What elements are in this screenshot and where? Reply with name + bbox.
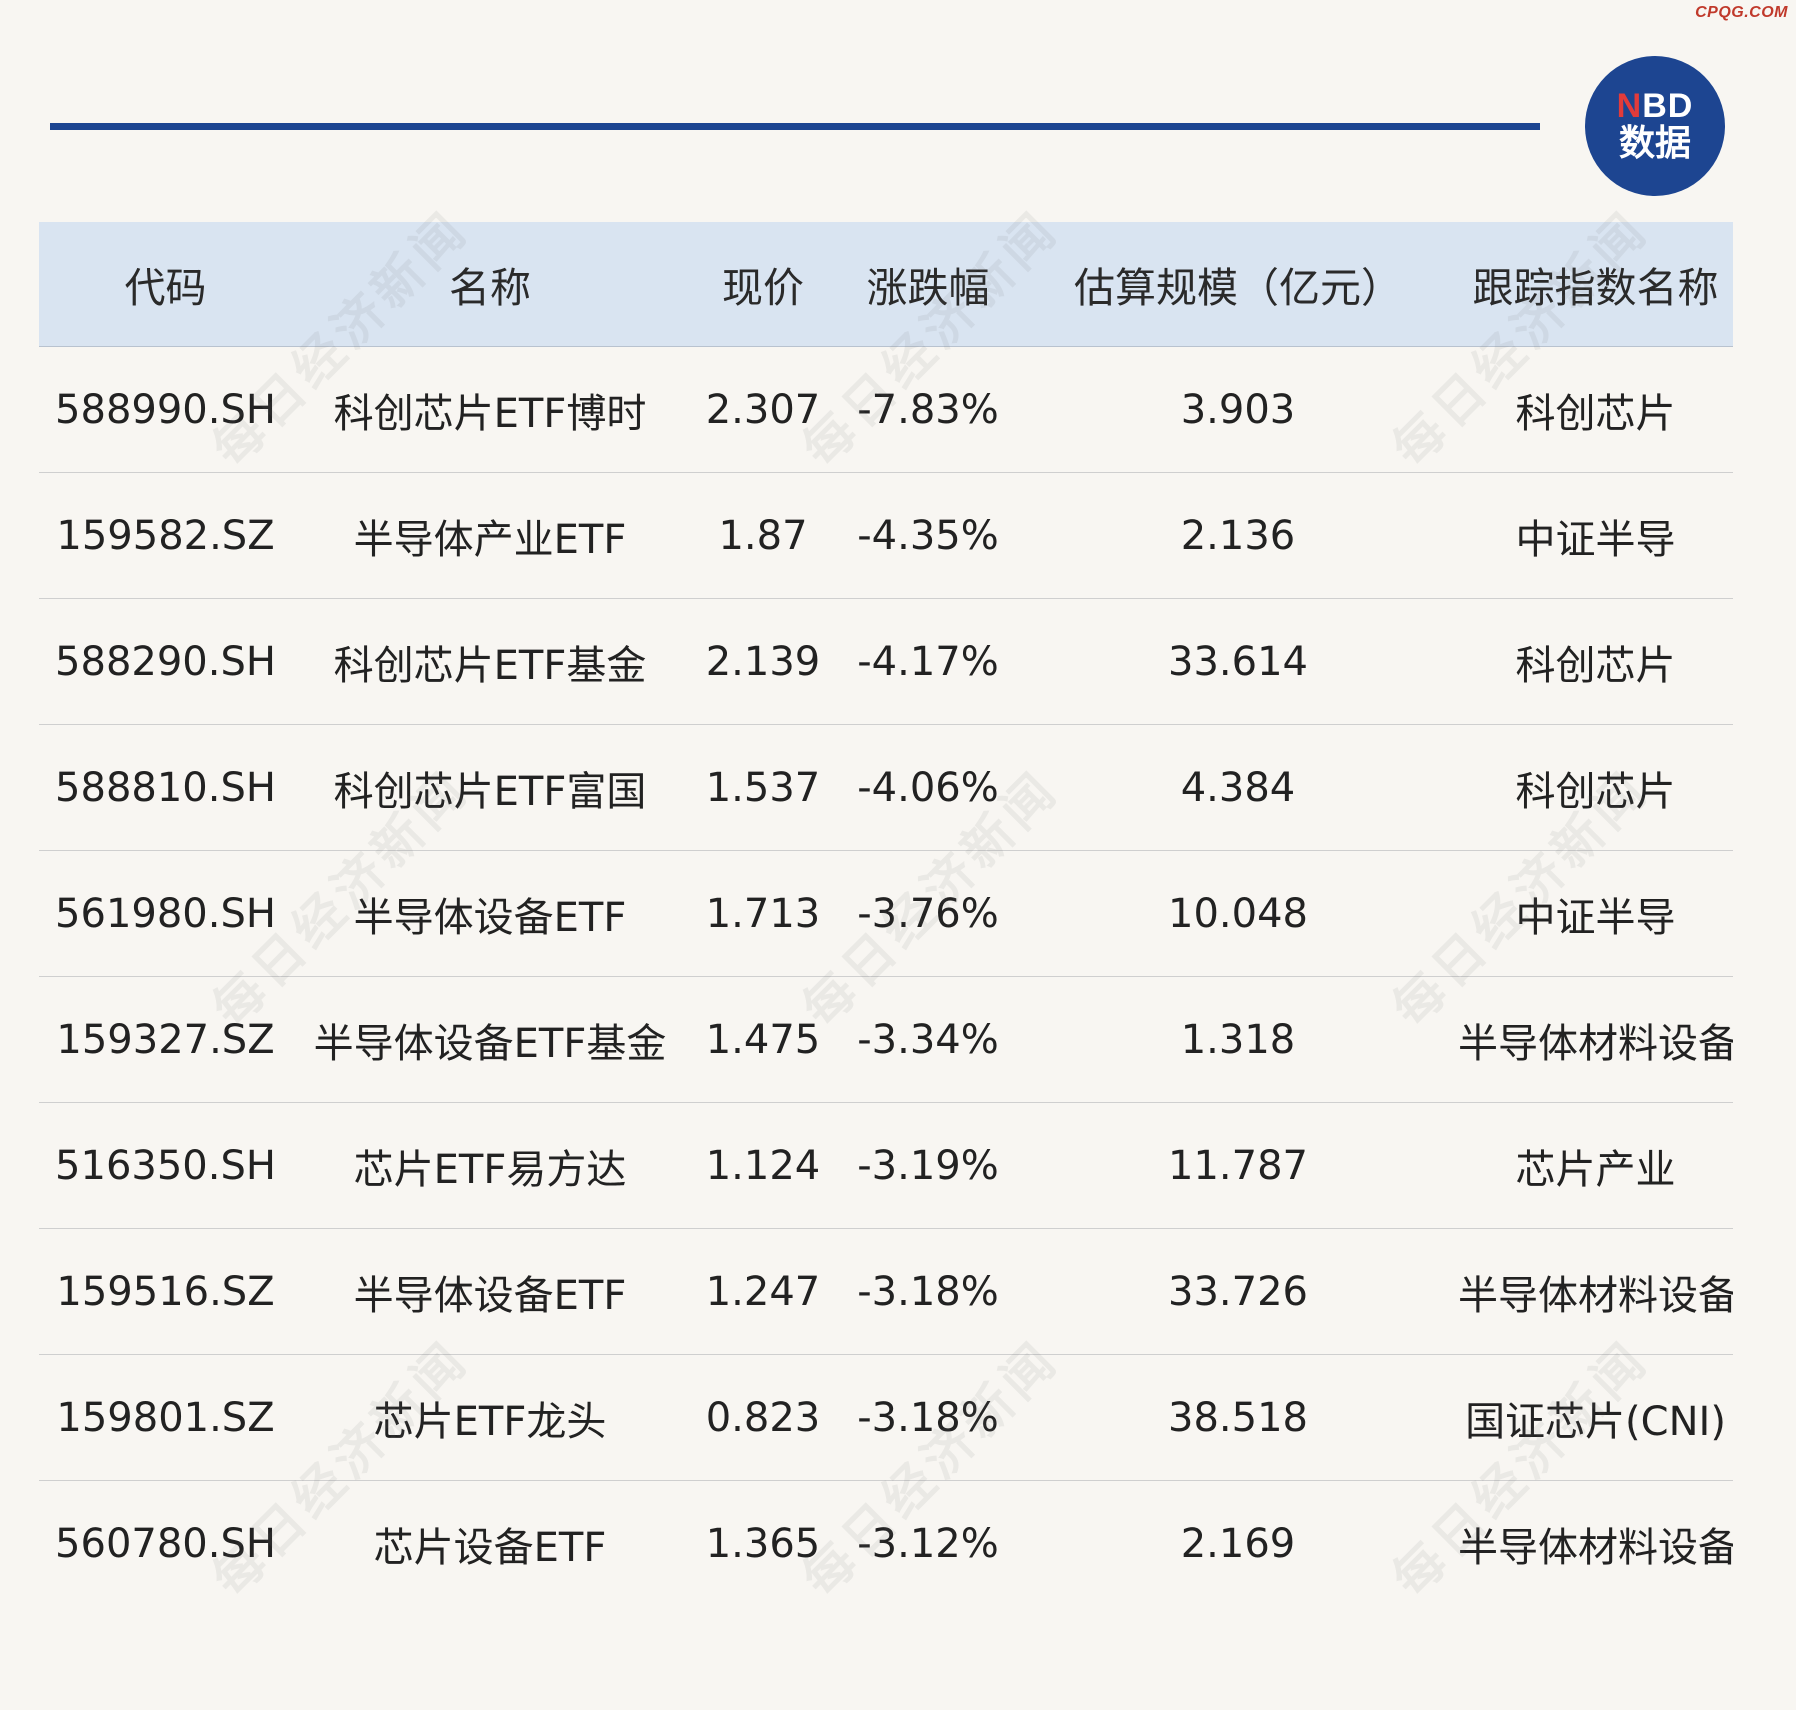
cell-code: 588990.SH	[55, 386, 276, 433]
cell-size: 33.614	[1168, 638, 1308, 685]
cell-change: -3.19%	[857, 1142, 999, 1189]
cell-name: 芯片ETF龙头	[373, 1398, 607, 1445]
cell-change: -3.76%	[857, 890, 999, 937]
cell-price: 0.823	[705, 1394, 821, 1441]
header-name: 名称	[449, 264, 531, 312]
cell-index: 半导体材料设备	[1458, 1020, 1733, 1067]
cell-size: 11.787	[1168, 1142, 1308, 1189]
header-size: 估算规模（亿元）	[1074, 264, 1402, 312]
header-code: 代码	[124, 264, 207, 312]
cell-name: 芯片ETF易方达	[353, 1146, 627, 1193]
cell-change: -7.83%	[857, 386, 999, 433]
cell-price: 1.247	[705, 1268, 821, 1315]
cell-name: 半导体设备ETF	[353, 894, 627, 941]
cell-index: 科创芯片	[1515, 390, 1676, 437]
cell-code: 588290.SH	[55, 638, 276, 685]
cell-name: 半导体设备ETF	[353, 1272, 627, 1319]
cell-name: 科创芯片ETF基金	[333, 642, 647, 689]
cell-size: 1.318	[1180, 1016, 1296, 1063]
cell-price: 2.139	[705, 638, 821, 685]
cell-price: 1.537	[705, 764, 821, 811]
cell-code: 561980.SH	[55, 890, 276, 937]
cell-name: 科创芯片ETF富国	[333, 768, 647, 815]
table-row: 516350.SH 芯片ETF易方达 1.124 -3.19% 11.787 芯片产业	[39, 1103, 1733, 1229]
table-row: 588810.SH 科创芯片ETF富国 1.537 -4.06% 4.384 科创芯片	[39, 725, 1733, 851]
table-row: 159516.SZ 半导体设备ETF 1.247 -3.18% 33.726 半导体材料设…	[39, 1229, 1733, 1355]
table-row: 159582.SZ 半导体产业ETF 1.87 -4.35% 2.136 中证半导	[39, 473, 1733, 599]
cell-change: -4.06%	[857, 764, 999, 811]
table-row: 560780.SH 芯片设备ETF 1.365 -3.12% 2.169 半导体材料设备	[39, 1481, 1733, 1606]
title-rule	[50, 123, 1540, 130]
cell-name: 芯片设备ETF	[373, 1524, 607, 1571]
header-change: 涨跌幅	[866, 264, 990, 312]
cell-code: 516350.SH	[55, 1142, 276, 1189]
cell-change: -4.17%	[857, 638, 999, 685]
table-row: 561980.SH 半导体设备ETF 1.713 -3.76% 10.048 中证半导	[39, 851, 1733, 977]
header-index: 跟踪指数名称	[1472, 264, 1719, 312]
header-price: 现价	[722, 264, 804, 312]
cell-change: -3.12%	[857, 1520, 999, 1567]
nbd-data-logo: NBD 数据	[1585, 56, 1725, 196]
cell-index: 科创芯片	[1515, 642, 1676, 689]
cell-name: 半导体设备ETF基金	[313, 1020, 667, 1067]
cell-name: 科创芯片ETF博时	[333, 390, 647, 437]
cell-size: 33.726	[1168, 1268, 1308, 1315]
cell-code: 560780.SH	[55, 1520, 276, 1567]
cell-size: 2.169	[1180, 1520, 1296, 1567]
cell-price: 2.307	[705, 386, 821, 433]
cell-price: 1.713	[705, 890, 821, 937]
table-row: 588290.SH 科创芯片ETF基金 2.139 -4.17% 33.614 科创芯片	[39, 599, 1733, 725]
cell-name: 半导体产业ETF	[353, 516, 627, 563]
cell-change: -3.34%	[857, 1016, 999, 1063]
corner-site-mark: CPQG.COM	[1695, 4, 1788, 21]
etf-table: 代码 名称 现价 涨跌幅 估算规模（亿元） 跟踪指数名称 588990.SH 科创…	[39, 222, 1733, 1606]
cell-size: 2.136	[1180, 512, 1296, 559]
cell-index: 中证半导	[1515, 894, 1676, 941]
table-row: 159327.SZ 半导体设备ETF基金 1.475 -3.34% 1.318 半导体材料…	[39, 977, 1733, 1103]
cell-size: 38.518	[1168, 1394, 1308, 1441]
cell-price: 1.124	[705, 1142, 821, 1189]
cell-size: 10.048	[1168, 890, 1308, 937]
cell-index: 半导体材料设备	[1458, 1524, 1733, 1571]
cell-price: 1.475	[705, 1016, 821, 1063]
cell-size: 3.903	[1180, 386, 1296, 433]
cell-price: 1.365	[705, 1520, 821, 1567]
cell-index: 科创芯片	[1515, 768, 1676, 815]
table-row: 159801.SZ 芯片ETF龙头 0.823 -3.18% 38.518 国证芯片(CN…	[39, 1355, 1733, 1481]
cell-code: 159801.SZ	[56, 1394, 275, 1441]
cell-code: 159327.SZ	[56, 1016, 275, 1063]
table-header-row: 代码 名称 现价 涨跌幅 估算规模（亿元） 跟踪指数名称	[39, 222, 1733, 347]
cell-change: -4.35%	[857, 512, 999, 559]
cell-price: 1.87	[718, 512, 808, 559]
cell-size: 4.384	[1180, 764, 1296, 811]
cell-change: -3.18%	[857, 1268, 999, 1315]
cell-index: 芯片产业	[1515, 1146, 1676, 1193]
cell-index: 半导体材料设备	[1458, 1272, 1733, 1319]
table-row: 588990.SH 科创芯片ETF博时 2.307 -7.83% 3.903 科创芯片	[39, 347, 1733, 473]
cell-code: 588810.SH	[55, 764, 276, 811]
cell-index: 国证芯片(CNI)	[1465, 1398, 1726, 1445]
cell-index: 中证半导	[1515, 516, 1676, 563]
cell-code: 159516.SZ	[56, 1268, 275, 1315]
cell-code: 159582.SZ	[56, 512, 275, 559]
cell-change: -3.18%	[857, 1394, 999, 1441]
